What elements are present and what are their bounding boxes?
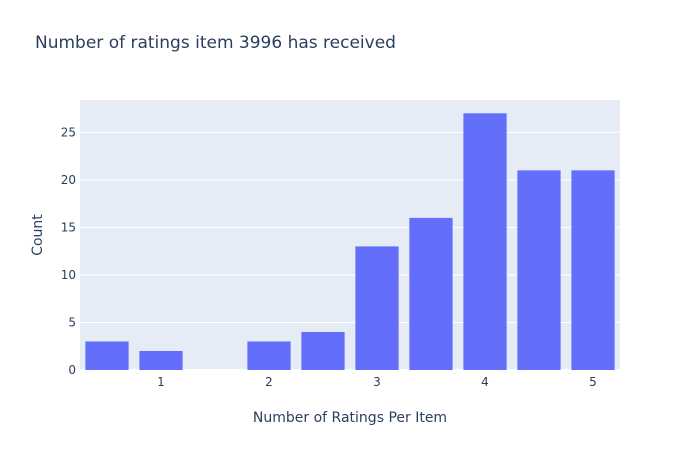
y-axis-ticks: 0 5 10 15 20 25: [61, 125, 76, 377]
bar: [301, 331, 345, 370]
bar: [571, 170, 615, 370]
y-tick-label: 5: [68, 315, 76, 329]
bar: [409, 217, 453, 370]
bar: [139, 350, 183, 370]
y-tick-label: 25: [61, 125, 76, 139]
chart-title: Number of ratings item 3996 has received: [35, 33, 396, 53]
bar: [517, 170, 561, 370]
x-axis-title: Number of Ratings Per Item: [253, 410, 447, 426]
x-tick-label: 5: [589, 375, 597, 389]
y-tick-label: 20: [61, 173, 76, 187]
x-tick-label: 2: [265, 375, 273, 389]
x-tick-label: 3: [373, 375, 381, 389]
y-tick-label: 10: [61, 268, 76, 282]
bars: [85, 113, 615, 370]
x-tick-label: 4: [481, 375, 489, 389]
bar: [247, 341, 291, 370]
y-tick-label: 15: [61, 220, 76, 234]
x-tick-label: 1: [157, 375, 165, 389]
x-axis-ticks: 1 2 3 4 5: [157, 375, 597, 389]
y-tick-label: 0: [68, 363, 76, 377]
y-axis-title: Count: [30, 214, 46, 256]
bar: [355, 246, 399, 370]
bar: [463, 113, 507, 370]
bar: [85, 341, 129, 370]
